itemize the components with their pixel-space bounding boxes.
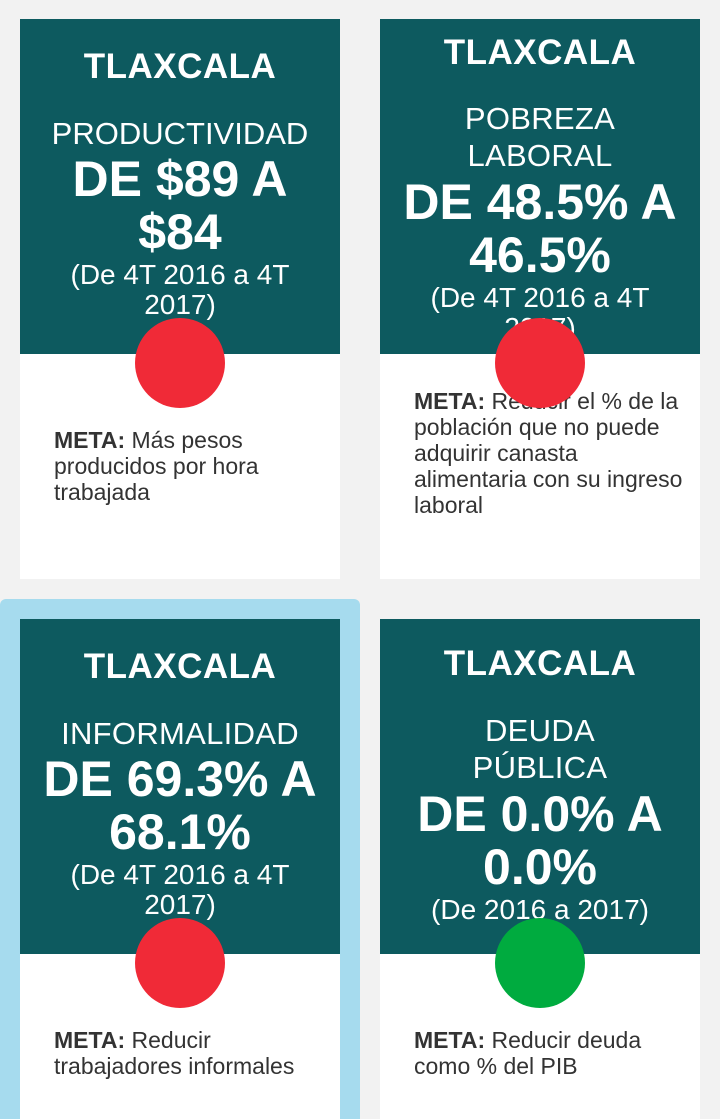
metric-value: DE 48.5% A 46.5% (403, 174, 677, 283)
metric-name: POBREZA LABORAL (464, 101, 616, 173)
status-red-dot (495, 318, 585, 408)
meta-text: META: Reducir trabajadores informales (54, 1027, 324, 1079)
meta-label: META: (54, 1027, 126, 1053)
metric-value: DE 0.0% A 0.0% (417, 786, 663, 895)
metric-name: PRODUCTIVIDAD (51, 116, 309, 151)
state-name: TLAXCALA (443, 644, 637, 683)
card-deuda-publica[interactable]: TLAXCALA DEUDA PÚBLICA DE 0.0% A 0.0% (D… (380, 619, 700, 1119)
meta-description: Reducir el % de la población que no pued… (414, 388, 683, 518)
meta-label: META: (414, 1027, 486, 1053)
metric-value: DE 69.3% A 68.1% (43, 751, 317, 860)
metric-period: (De 4T 2016 a 4T 2017) (430, 282, 650, 343)
meta-label: META: (414, 388, 486, 414)
status-red-dot (135, 918, 225, 1008)
meta-description: Reducir trabajadores informales (54, 1027, 295, 1079)
card-informalidad[interactable]: TLAXCALA INFORMALIDAD DE 69.3% A 68.1% (… (0, 599, 360, 1119)
meta-text: META: Más pesos producidos por hora trab… (54, 427, 324, 505)
metric-period: (De 4T 2016 a 4T 2017) (70, 859, 290, 920)
meta-text: META: Reducir deuda como % del PIB (414, 1027, 684, 1079)
card-header: TLAXCALA DEUDA PÚBLICA DE 0.0% A 0.0% (D… (380, 619, 700, 954)
meta-description: Reducir deuda como % del PIB (414, 1027, 642, 1079)
status-green-dot (495, 918, 585, 1008)
state-name: TLAXCALA (83, 647, 277, 686)
metric-value: DE $89 A $84 (72, 151, 288, 260)
meta-text: META: Reducir el % de la población que n… (414, 388, 684, 518)
metric-period: (De 4T 2016 a 4T 2017) (70, 259, 290, 320)
meta-description: Más pesos producidos por hora trabajada (54, 427, 259, 505)
card-productividad[interactable]: TLAXCALA PRODUCTIVIDAD DE $89 A $84 (De … (20, 19, 340, 579)
metric-name: DEUDA PÚBLICA (472, 713, 608, 785)
state-name: TLAXCALA (83, 47, 277, 86)
metric-name: INFORMALIDAD (61, 716, 299, 751)
card-header: TLAXCALA PRODUCTIVIDAD DE $89 A $84 (De … (20, 19, 340, 354)
card-pobreza-laboral[interactable]: TLAXCALA POBREZA LABORAL DE 48.5% A 46.5… (380, 19, 700, 579)
card-body: META: Reducir el % de la población que n… (380, 354, 700, 579)
card-header: TLAXCALA POBREZA LABORAL DE 48.5% A 46.5… (380, 19, 700, 354)
status-red-dot (135, 318, 225, 408)
card-header: TLAXCALA INFORMALIDAD DE 69.3% A 68.1% (… (20, 619, 340, 954)
state-name: TLAXCALA (443, 33, 637, 72)
meta-label: META: (54, 427, 126, 453)
